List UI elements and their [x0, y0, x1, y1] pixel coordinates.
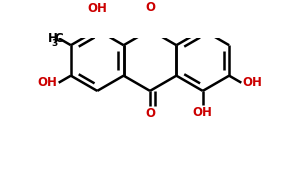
Text: O: O	[145, 1, 155, 14]
Text: H: H	[48, 32, 58, 45]
Text: O: O	[145, 107, 155, 120]
Text: OH: OH	[193, 106, 213, 119]
Text: OH: OH	[38, 76, 58, 89]
Text: OH: OH	[242, 76, 262, 89]
Text: OH: OH	[87, 2, 107, 15]
Text: C: C	[55, 32, 63, 45]
Text: 3: 3	[51, 39, 58, 48]
